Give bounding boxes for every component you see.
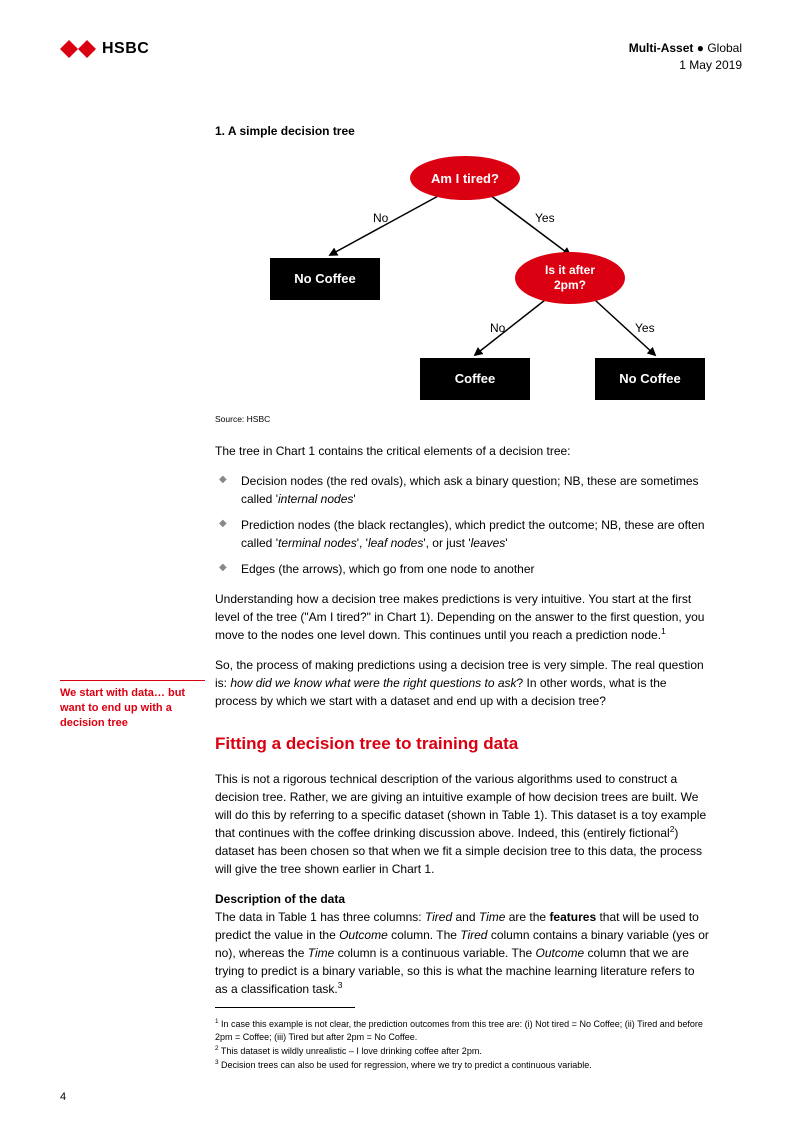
edge-label: Yes — [635, 321, 655, 335]
list-item: Edges (the arrows), which go from one no… — [233, 560, 710, 578]
brand-name: HSBC — [102, 40, 149, 58]
footnote: 2 This dataset is wildly unrealistic – I… — [215, 1045, 710, 1057]
brand-logo: HSBC — [60, 40, 149, 58]
footnotes: 1 In case this example is not clear, the… — [215, 1007, 710, 1073]
margin-note-rule — [60, 680, 205, 681]
footnote: 1 In case this example is not clear, the… — [215, 1018, 710, 1042]
doc-category: Multi-Asset — [629, 41, 694, 55]
page-header: HSBC Multi-Asset ● Global 1 May 2019 — [60, 40, 742, 74]
section-heading: Fitting a decision tree to training data — [215, 734, 710, 754]
list-item: Prediction nodes (the black rectangles),… — [233, 516, 710, 552]
footnote-ref: 3 — [338, 980, 343, 990]
chart-source: Source: HSBC — [215, 414, 710, 424]
margin-note: We start with data… but want to end up w… — [60, 686, 205, 731]
edge-label: Yes — [535, 211, 555, 225]
body-paragraph: Understanding how a decision tree makes … — [215, 590, 710, 644]
body-paragraph: This is not a rigorous technical descrip… — [215, 770, 710, 878]
decision-tree-diagram: No Yes No Yes Am I tired? No Coffee Is i… — [215, 150, 710, 410]
terminal-node-label: No Coffee — [619, 371, 680, 386]
page-number: 4 — [60, 1091, 66, 1103]
bullet-list: Decision nodes (the red ovals), which as… — [215, 472, 710, 578]
decision-node-label: 2pm? — [554, 278, 586, 292]
body-paragraph: So, the process of making predictions us… — [215, 656, 710, 710]
decision-node-label: Am I tired? — [431, 171, 499, 186]
terminal-node-label: No Coffee — [294, 271, 355, 286]
body-paragraph: The tree in Chart 1 contains the critica… — [215, 442, 710, 460]
separator-dot: ● — [697, 41, 708, 55]
edge-label: No — [373, 211, 389, 225]
footnote-ref: 1 — [661, 626, 666, 636]
chart-title: 1. A simple decision tree — [215, 124, 710, 138]
header-meta: Multi-Asset ● Global 1 May 2019 — [629, 40, 742, 74]
footnote: 3 Decision trees can also be used for re… — [215, 1059, 710, 1071]
doc-date: 1 May 2019 — [629, 57, 742, 74]
list-item: Decision nodes (the red ovals), which as… — [233, 472, 710, 508]
sub-heading: Description of the data — [215, 892, 345, 906]
body-paragraph: Description of the data The data in Tabl… — [215, 890, 710, 998]
terminal-node-label: Coffee — [455, 371, 495, 386]
doc-region: Global — [707, 41, 742, 55]
footnote-rule — [215, 1007, 355, 1008]
decision-node-label: Is it after — [545, 263, 595, 277]
edge-label: No — [490, 321, 506, 335]
hsbc-hexagon-icon — [60, 40, 96, 58]
